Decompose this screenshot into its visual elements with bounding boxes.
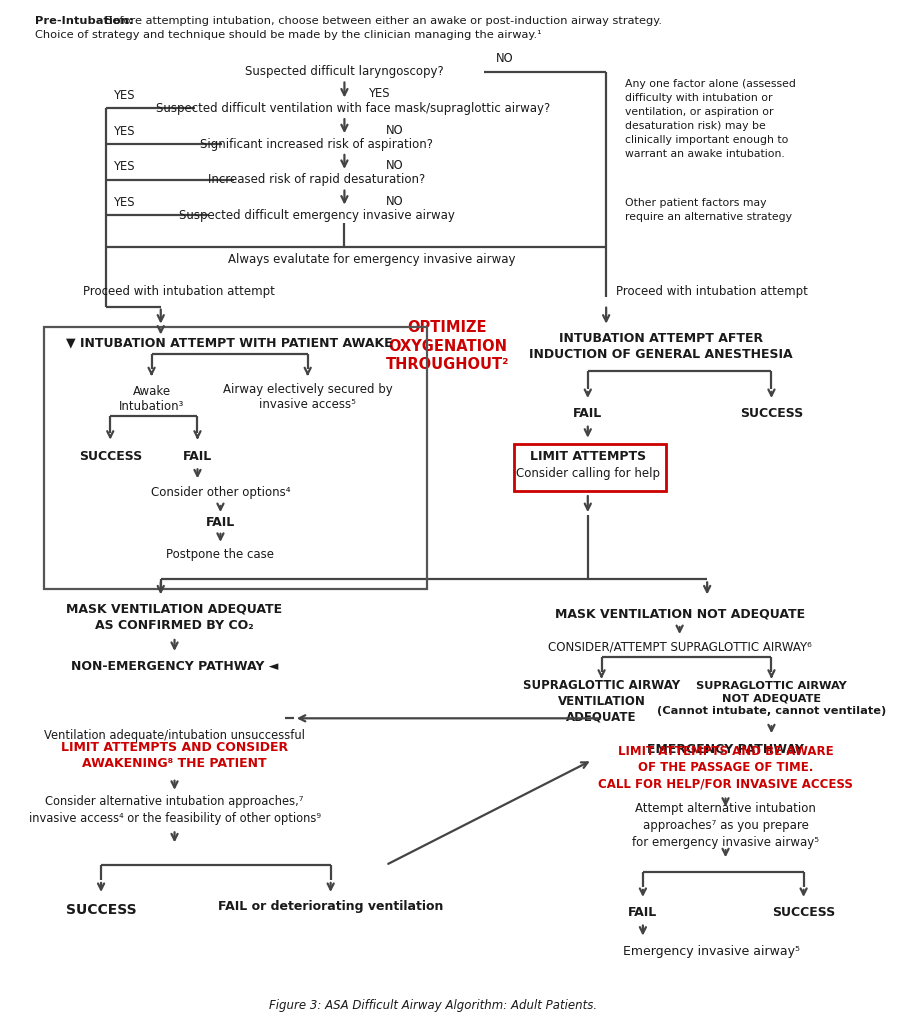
Text: NON-EMERGENCY PATHWAY ◄: NON-EMERGENCY PATHWAY ◄ [71,660,278,673]
Text: Choice of strategy and technique should be made by the clinician managing the ai: Choice of strategy and technique should … [35,30,541,40]
Text: Suspected difficult emergency invasive airway: Suspected difficult emergency invasive a… [179,209,455,222]
Text: Figure 3: ASA Difficult Airway Algorithm: Adult Patients.: Figure 3: ASA Difficult Airway Algorithm… [269,999,596,1013]
Text: Consider other options⁴: Consider other options⁴ [151,485,290,499]
Text: SUCCESS: SUCCESS [740,408,803,420]
Bar [44,327,427,590]
Text: YES: YES [115,196,135,209]
Text: Suspected difficult laryngoscopy?: Suspected difficult laryngoscopy? [245,66,444,78]
Text: FAIL: FAIL [629,906,658,920]
Text: CONSIDER/ATTEMPT SUPRAGLOTTIC AIRWAY⁶: CONSIDER/ATTEMPT SUPRAGLOTTIC AIRWAY⁶ [548,640,812,653]
Text: INTUBATION ATTEMPT AFTER
INDUCTION OF GENERAL ANESTHESIA: INTUBATION ATTEMPT AFTER INDUCTION OF GE… [529,332,793,360]
Text: Postpone the case: Postpone the case [167,548,274,561]
Text: Proceed with intubation attempt: Proceed with intubation attempt [616,286,807,298]
Text: SUPRAGLOTTIC AIRWAY
NOT ADEQUATE
(Cannot intubate, cannot ventilate): SUPRAGLOTTIC AIRWAY NOT ADEQUATE (Cannot… [657,681,886,716]
Text: SUCCESS: SUCCESS [78,450,142,463]
Text: MASK VENTILATION ADEQUATE
AS CONFIRMED BY CO₂: MASK VENTILATION ADEQUATE AS CONFIRMED B… [67,603,282,632]
Text: Ventilation adequate/intubation unsuccessful: Ventilation adequate/intubation unsucces… [44,729,305,741]
Text: Consider alternative intubation approaches,⁷
invasive access⁴ or the feasibility: Consider alternative intubation approach… [29,795,320,824]
Text: NO: NO [386,124,404,136]
Text: SUCCESS: SUCCESS [66,903,136,916]
Text: EMERGENCY PATHWAY: EMERGENCY PATHWAY [647,742,804,756]
Text: Proceed with intubation attempt: Proceed with intubation attempt [83,286,275,298]
Text: LIMIT ATTEMPTS: LIMIT ATTEMPTS [529,450,646,463]
Text: Significant increased risk of aspiration?: Significant increased risk of aspiration… [200,137,433,151]
Text: Suspected difficult ventilation with face mask/supraglottic airway?: Suspected difficult ventilation with fac… [156,101,551,115]
Text: NO: NO [496,52,514,66]
Text: SUPRAGLOTTIC AIRWAY
VENTILATION
ADEQUATE: SUPRAGLOTTIC AIRWAY VENTILATION ADEQUATE [523,679,680,724]
Text: FAIL: FAIL [206,516,235,529]
Text: FAIL: FAIL [573,408,603,420]
Text: ▼ INTUBATION ATTEMPT WITH PATIENT AWAKE: ▼ INTUBATION ATTEMPT WITH PATIENT AWAKE [67,337,393,350]
Text: Airway electively secured by
invasive access⁵: Airway electively secured by invasive ac… [223,383,392,411]
Text: FAIL or deteriorating ventilation: FAIL or deteriorating ventilation [218,900,444,913]
Text: SUCCESS: SUCCESS [772,906,835,920]
Text: MASK VENTILATION NOT ADEQUATE: MASK VENTILATION NOT ADEQUATE [555,607,805,621]
Text: NO: NO [386,195,404,208]
Text: Before attempting intubation, choose between either an awake or post-induction a: Before attempting intubation, choose bet… [101,16,662,26]
Text: OPTIMIZE
OXYGENATION
THROUGHOUT²: OPTIMIZE OXYGENATION THROUGHOUT² [385,321,509,373]
Text: NO: NO [386,160,404,172]
Text: Other patient factors may
require an alternative strategy: Other patient factors may require an alt… [624,198,792,221]
Text: Pre-Intubation:: Pre-Intubation: [35,16,133,26]
Text: Awake
Intubation³: Awake Intubation³ [119,385,184,413]
Text: Consider calling for help: Consider calling for help [516,467,659,480]
Text: YES: YES [115,125,135,137]
Text: Any one factor alone (assessed
difficulty with intubation or
ventilation, or asp: Any one factor alone (assessed difficult… [624,79,796,159]
Text: YES: YES [115,89,135,102]
Text: Emergency invasive airway⁵: Emergency invasive airway⁵ [623,945,800,957]
Text: YES: YES [369,87,390,100]
Text: Attempt alternative intubation
approaches⁷ as you prepare
for emergency invasive: Attempt alternative intubation approache… [632,802,819,849]
Text: LIMIT ATTEMPTS AND BE AWARE
OF THE PASSAGE OF TIME.
CALL FOR HELP/FOR INVASIVE A: LIMIT ATTEMPTS AND BE AWARE OF THE PASSA… [598,745,853,791]
Text: FAIL: FAIL [183,450,212,463]
Bar [514,443,666,492]
Text: Increased risk of rapid desaturation?: Increased risk of rapid desaturation? [208,173,426,186]
Text: Always evalutate for emergency invasive airway: Always evalutate for emergency invasive … [228,253,516,265]
Text: LIMIT ATTEMPTS AND CONSIDER
AWAKENING⁸ THE PATIENT: LIMIT ATTEMPTS AND CONSIDER AWAKENING⁸ T… [61,740,288,769]
Text: YES: YES [115,161,135,173]
